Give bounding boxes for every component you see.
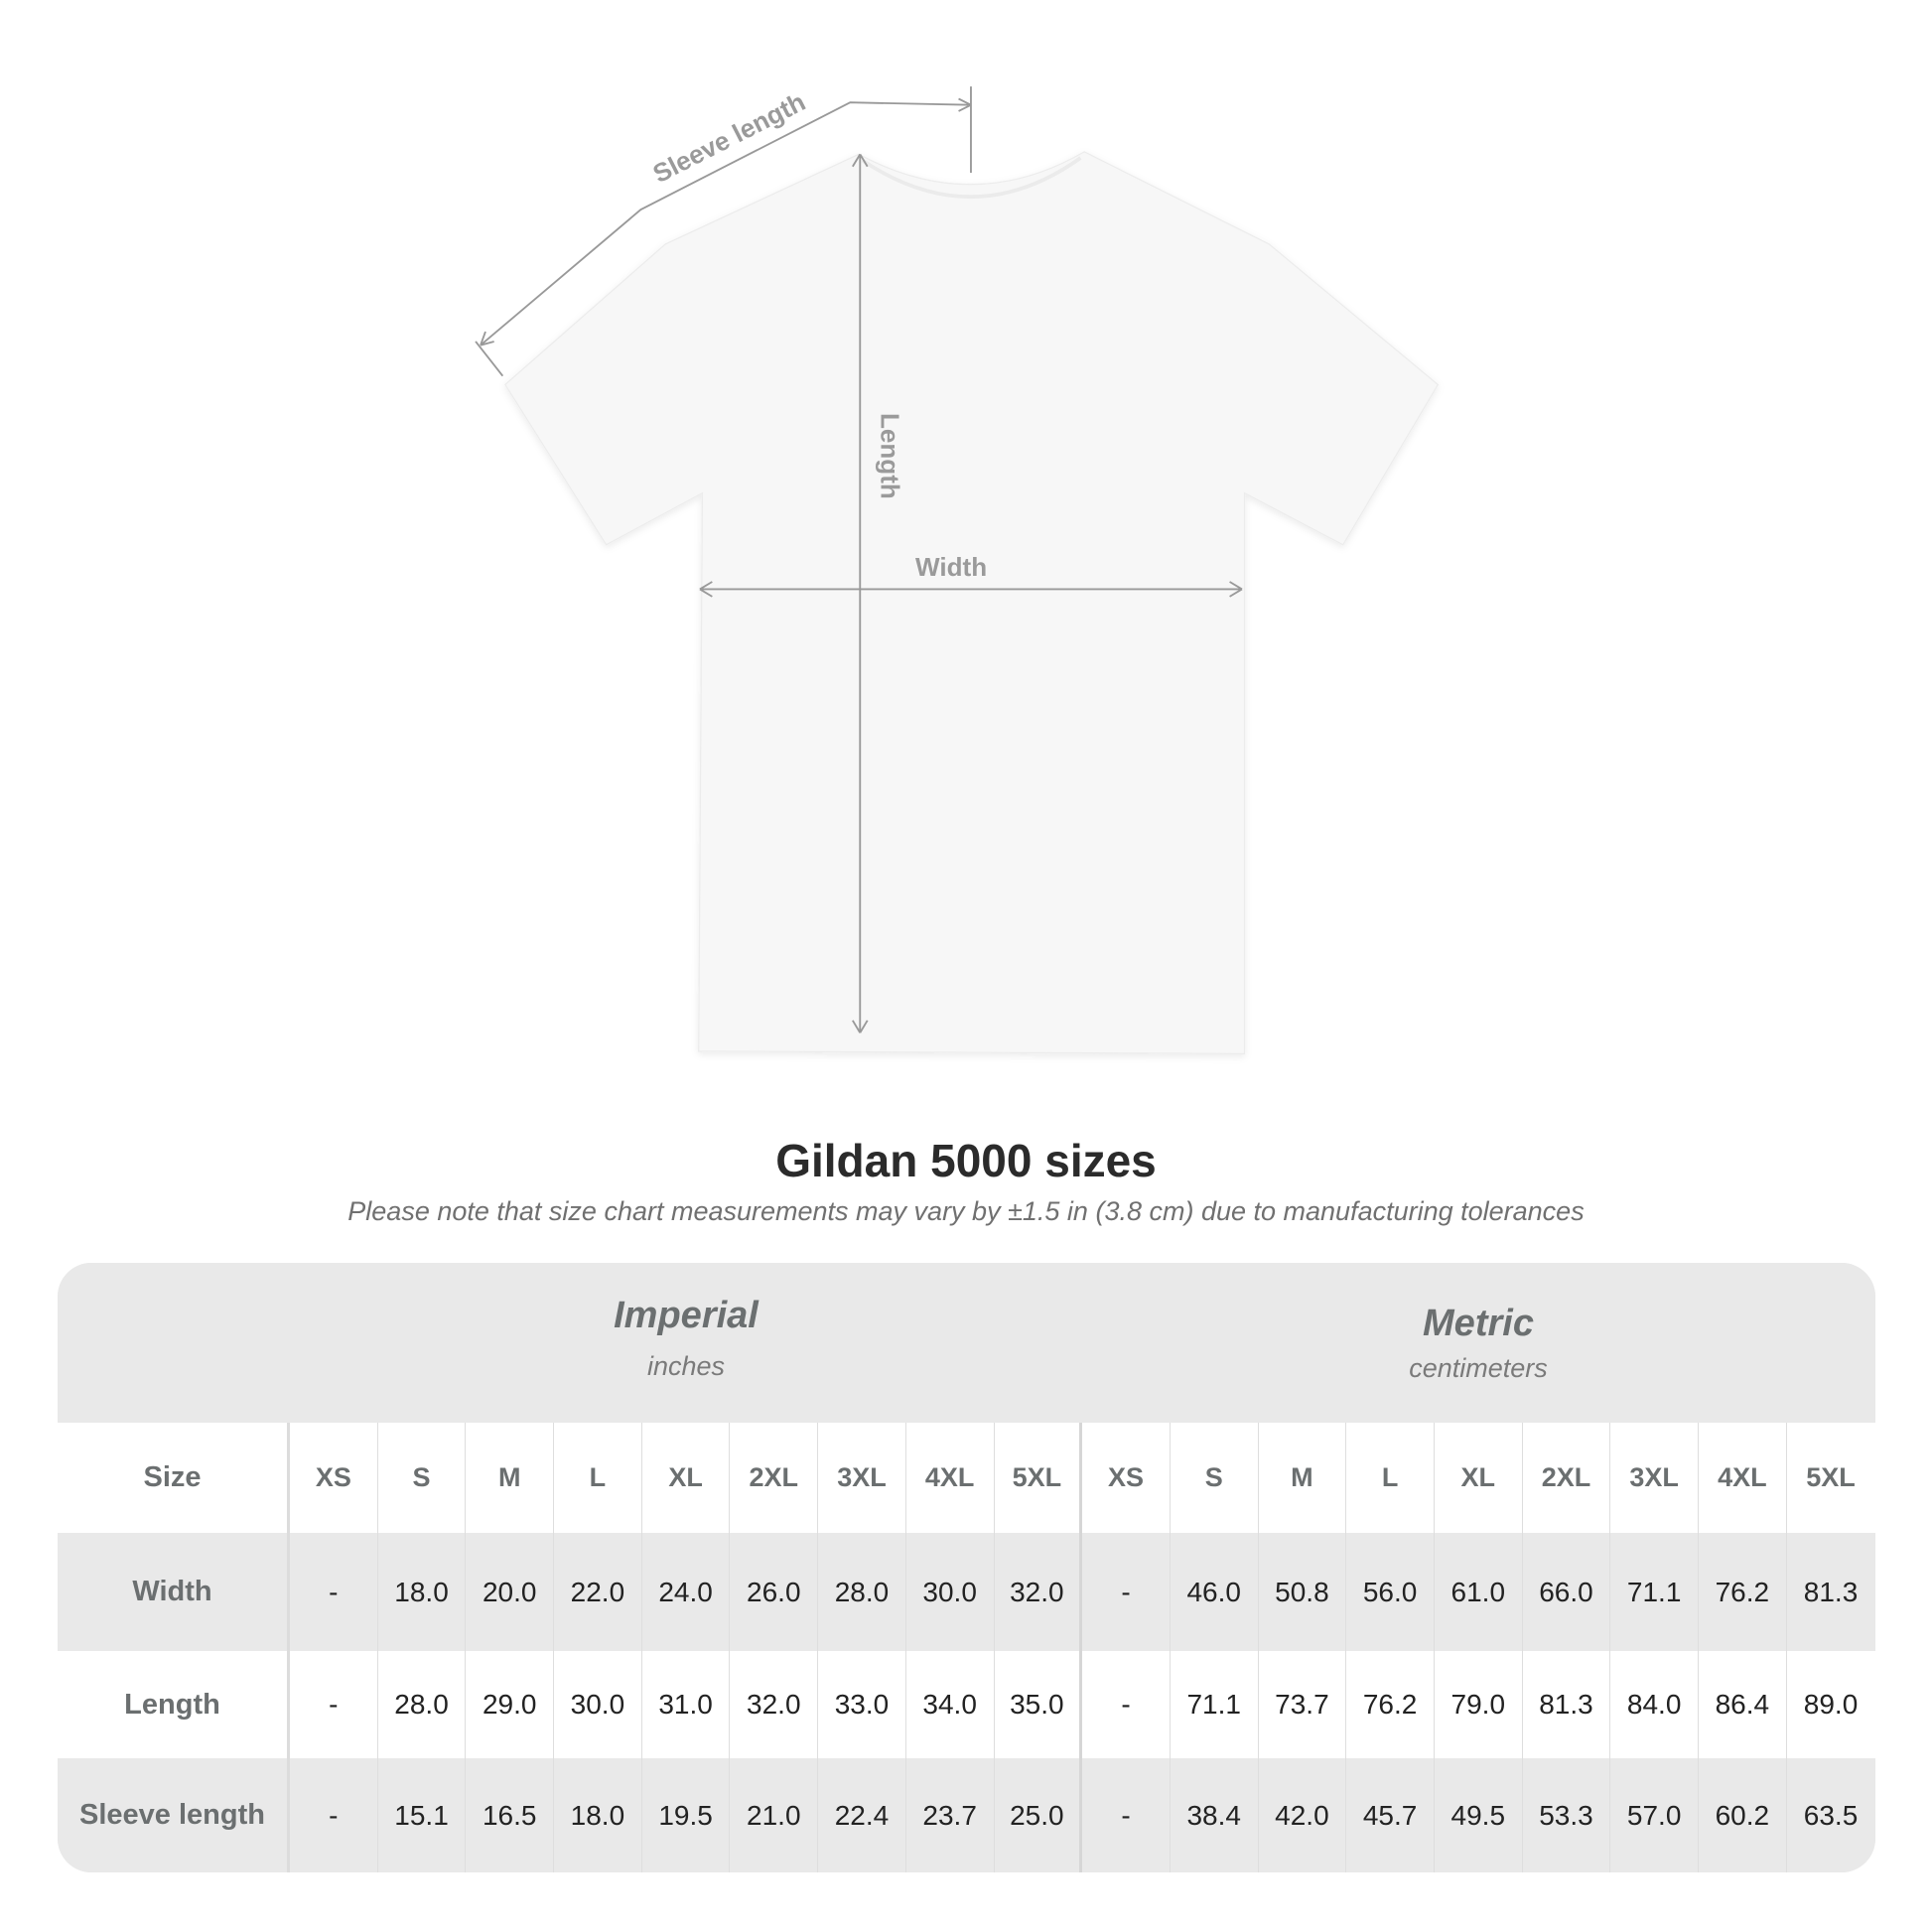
value-cell: 61.0 [1435, 1533, 1523, 1651]
value-cell: - [1082, 1651, 1171, 1758]
value-cell: 57.0 [1610, 1758, 1699, 1872]
value-cell: 31.0 [642, 1651, 731, 1758]
metric-header: Metric centimeters [1082, 1303, 1874, 1384]
value-cell: 42.0 [1259, 1758, 1347, 1872]
tolerance-note: Please note that size chart measurements… [347, 1196, 1585, 1226]
value-cell: 20.0 [466, 1533, 555, 1651]
tshirt-shape [504, 151, 1440, 1054]
value-cell: 29.0 [466, 1651, 555, 1758]
value-cell: 25.0 [995, 1758, 1083, 1872]
value-cell: 76.2 [1346, 1651, 1435, 1758]
size-cell: L [1346, 1423, 1435, 1533]
table-row: Length -28.0 29.0 30.0 31.0 32.0 33.0 34.0 35.0-… [58, 1651, 1875, 1758]
value-cell: 28.0 [818, 1533, 906, 1651]
length-label: Length [875, 413, 904, 499]
size-cell: XS [290, 1423, 378, 1533]
value-cell: 71.1 [1610, 1533, 1699, 1651]
value-cell: 32.0 [730, 1651, 819, 1758]
size-cell: 3XL [1610, 1423, 1699, 1533]
value-cell: 33.0 [818, 1651, 906, 1758]
value-cell: 60.2 [1699, 1758, 1787, 1872]
value-cell: 73.7 [1259, 1651, 1347, 1758]
sleeve-length-label: Sleeve length [648, 86, 810, 189]
value-cell: 30.0 [906, 1533, 995, 1651]
value-cell: 79.0 [1435, 1651, 1523, 1758]
length-measure-line [852, 153, 869, 1034]
value-cell: 53.3 [1523, 1758, 1611, 1872]
value-cell: 22.4 [818, 1758, 906, 1872]
value-cell: 16.5 [466, 1758, 555, 1872]
value-cell: 50.8 [1259, 1533, 1347, 1651]
size-cell: 2XL [730, 1423, 819, 1533]
row-label: Sleeve length [58, 1758, 290, 1872]
width-measure-line [699, 581, 1243, 598]
size-cell: 3XL [818, 1423, 906, 1533]
size-cell: L [554, 1423, 642, 1533]
value-cell: 66.0 [1523, 1533, 1611, 1651]
value-cell: 35.0 [995, 1651, 1083, 1758]
value-cell: 19.5 [642, 1758, 731, 1872]
size-header-row: Size XS S M L XL 2XL 3XL 4XL 5XL XS S M L XL 2XL 3XL 4XL 5… [58, 1423, 1875, 1533]
metric-title: Metric [1423, 1303, 1534, 1344]
value-cell: - [290, 1651, 378, 1758]
value-cell: 81.3 [1523, 1651, 1611, 1758]
size-cell: 4XL [1699, 1423, 1787, 1533]
value-cell: 24.0 [642, 1533, 731, 1651]
value-cell: 89.0 [1803, 1689, 1859, 1720]
value-cell: 86.4 [1699, 1651, 1787, 1758]
imperial-title: Imperial [614, 1295, 759, 1336]
value-cell: 32.0 [995, 1533, 1083, 1651]
metric-unit: centimeters [1409, 1353, 1548, 1383]
size-table: Imperial inches Metric centimeters Size X… [58, 1263, 1875, 1872]
width-label: Width [915, 552, 987, 582]
imperial-unit: inches [646, 1351, 726, 1381]
value-cell: 34.0 [906, 1651, 995, 1758]
page-title: Gildan 5000 sizes [775, 1135, 1157, 1186]
size-cell: XL [1435, 1423, 1523, 1533]
row-label: Length [58, 1651, 290, 1758]
value-cell: 49.5 [1435, 1758, 1523, 1872]
value-cell: 26.0 [730, 1533, 819, 1651]
value-cell: 71.1 [1171, 1651, 1259, 1758]
value-cell: - [1082, 1533, 1171, 1651]
table-row: Width -18.0 20.0 22.0 24.0 26.0 28.0 30.0 32.0-4… [58, 1533, 1875, 1651]
value-cell: 76.2 [1699, 1533, 1787, 1651]
size-cell: 5XL [995, 1423, 1083, 1533]
size-cell: M [1259, 1423, 1347, 1533]
value-cell: 38.4 [1171, 1758, 1259, 1872]
value-cell: 18.0 [554, 1758, 642, 1872]
size-cell: S [378, 1423, 467, 1533]
sleeve-measure-line [475, 86, 972, 377]
tshirt-collar [861, 156, 1082, 200]
size-cell: XL [642, 1423, 731, 1533]
value-cell: 22.0 [554, 1533, 642, 1651]
table-row: Sleeve length -15.1 16.5 18.0 19.5 21.0 22.4 23… [58, 1758, 1875, 1872]
value-cell: 30.0 [554, 1651, 642, 1758]
row-label: Width [58, 1533, 290, 1651]
size-cell: S [1171, 1423, 1259, 1533]
size-cell: M [466, 1423, 555, 1533]
value-cell: 63.5 [1803, 1799, 1859, 1831]
row-label: Size [58, 1423, 290, 1533]
value-cell: 21.0 [730, 1758, 819, 1872]
value-cell: 28.0 [378, 1651, 467, 1758]
size-cell: 4XL [906, 1423, 995, 1533]
value-cell: 84.0 [1610, 1651, 1699, 1758]
value-cell: 46.0 [1171, 1533, 1259, 1651]
size-cell: XS [1082, 1423, 1171, 1533]
value-cell: 45.7 [1346, 1758, 1435, 1872]
size-cell: 2XL [1523, 1423, 1611, 1533]
value-cell: 18.0 [378, 1533, 467, 1651]
tshirt-diagram: Sleeve length Length Width [475, 86, 1440, 1054]
unit-header: Imperial inches Metric centimeters [58, 1263, 1875, 1423]
value-cell: - [290, 1758, 378, 1872]
value-cell: 56.0 [1346, 1533, 1435, 1651]
size-cell: 5XL [1806, 1462, 1856, 1492]
value-cell: - [290, 1533, 378, 1651]
value-cell: 23.7 [906, 1758, 995, 1872]
value-cell: 15.1 [378, 1758, 467, 1872]
value-cell: 81.3 [1803, 1576, 1859, 1607]
imperial-header: Imperial inches [290, 1295, 1082, 1382]
value-cell: - [1082, 1758, 1171, 1872]
